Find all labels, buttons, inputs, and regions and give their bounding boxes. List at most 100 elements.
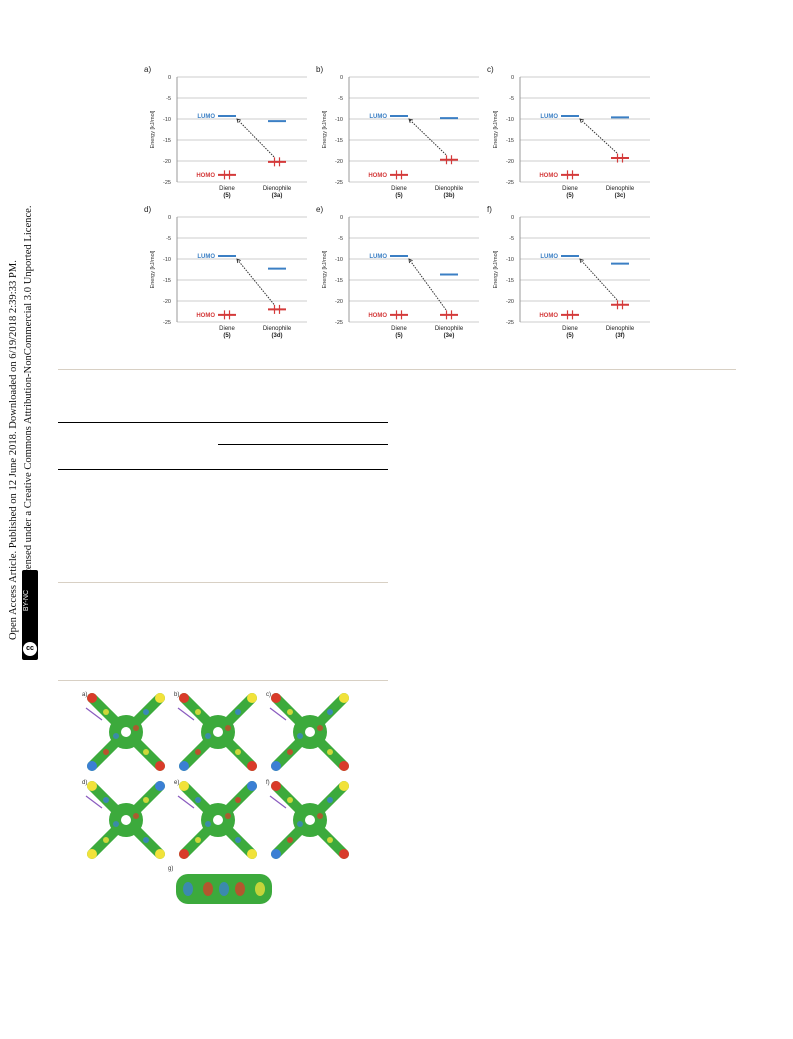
mep-surface-e: e) [174,780,257,859]
energy-panel-f: f) 0 -5 -10 -15 -20 -25 Energy [kJ/mol] LUMO HOMO… [483,200,653,340]
arm-end-cap [247,761,257,771]
arm-end-cap [87,849,97,859]
x-label-dienophile-id: (3c) [615,193,626,199]
side-view-spot [203,882,213,896]
y-tick-label: 0 [511,75,514,81]
license-line-2[interactable]: This article is licensed under a Creativ… [23,205,34,640]
y-tick-label: -10 [163,257,171,263]
x-label-dienophile: Dienophile [606,186,635,192]
y-tick-label: -25 [506,320,514,326]
by-nc-label: BY-NC [23,590,30,612]
y-tick-label: -15 [335,138,343,144]
x-label-dienophile-id: (3e) [444,333,455,339]
cc-license-badge[interactable]: BY-NC cc [22,570,38,660]
homo-label: HOMO [196,313,215,319]
panel-label: d) [144,205,151,214]
panel-label: e) [316,205,323,214]
homo-label: HOMO [539,173,558,179]
pointer-arrow [269,795,287,809]
x-label-dienophile-id: (3f) [615,333,624,339]
x-label-dienophile: Dienophile [263,186,292,192]
y-tick-label: -25 [163,320,171,326]
arm-end-cap [87,693,97,703]
y-axis-label: Energy [kJ/mol] [150,110,156,148]
cc-icon: cc [23,642,37,656]
orbital-interaction-arrow [408,258,447,311]
pointer-arrow [269,707,287,721]
arm-end-cap [339,849,349,859]
y-tick-label: -5 [166,236,171,242]
panel-label: f) [487,205,492,214]
y-tick-label: -20 [163,299,171,305]
y-tick-label: -10 [506,257,514,263]
energy-panel-c: c) 0 -5 -10 -15 -20 -25 Energy [kJ/mol] LUMO HOMO… [483,60,653,200]
arm-spot [327,837,333,843]
section-divider-1 [58,582,388,583]
x-label-dienophile: Dienophile [606,326,635,332]
x-label-dienophile: Dienophile [435,186,464,192]
x-label-diene: Diene [391,186,407,192]
arm-end-cap [179,693,189,703]
arm-spot [103,797,109,803]
y-axis-label: Energy [kJ/mol] [322,110,328,148]
mep-surface-b: b) [174,692,257,771]
arm-spot [143,797,149,803]
energy-panel-e: e) 0 -5 -10 -15 -20 -25 Energy [kJ/mol] LUMO HOMO… [312,200,482,340]
lumo-label: LUMO [540,114,558,120]
arm-spot [143,709,149,715]
core-hole [121,815,131,825]
arm-end-cap [179,849,189,859]
homo-label: HOMO [368,313,387,319]
mep-panel-label: e) [174,780,179,786]
y-tick-label: -20 [335,159,343,165]
arm-end-cap [87,761,97,771]
homo-label: HOMO [196,173,215,179]
mep-panel-label: c) [266,692,271,698]
core-spot [113,821,119,827]
side-view-spot [183,882,193,896]
x-label-dienophile-id: (3b) [444,193,455,199]
arm-end-cap [155,781,165,791]
y-tick-label: -5 [509,236,514,242]
mep-surface-figure: a) b) c) d) e) f) g) [82,692,349,904]
table-header-rule [58,469,388,470]
y-tick-label: -20 [506,159,514,165]
y-tick-label: 0 [340,75,343,81]
arm-spot [143,749,149,755]
lumo-label: LUMO [540,254,558,260]
y-tick-label: -10 [163,117,171,123]
x-label-diene: Diene [562,326,578,332]
mep-surface-g: g) [168,866,272,904]
arm-spot [235,797,241,803]
arm-spot [287,837,293,843]
arm-end-cap [155,693,165,703]
core-spot [133,813,139,819]
core-spot [297,821,303,827]
y-tick-label: -15 [506,278,514,284]
y-tick-label: -15 [163,138,171,144]
orbital-interaction-arrow [579,258,618,301]
lumo-label: LUMO [369,254,387,260]
arm-spot [235,709,241,715]
y-tick-label: 0 [168,75,171,81]
core-spot [205,821,211,827]
mep-surface-c: c) [266,692,349,771]
arm-spot [195,709,201,715]
y-tick-label: 0 [340,215,343,221]
x-label-dienophile-id: (3d) [272,333,283,339]
arrow-head [579,258,584,264]
x-label-dienophile: Dienophile [435,326,464,332]
y-axis-label: Energy [kJ/mol] [322,250,328,288]
x-label-diene-id: (5) [395,193,402,199]
core-spot [225,813,231,819]
y-tick-label: -25 [506,180,514,186]
arm-spot [287,749,293,755]
core-spot [317,725,323,731]
mep-surface-a: a) [82,692,165,771]
arm-end-cap [247,781,257,791]
core-hole [305,815,315,825]
mep-surface-d: d) [82,780,165,859]
y-tick-label: -10 [335,257,343,263]
x-label-diene: Diene [219,186,235,192]
mep-panel-label: d) [82,780,87,786]
